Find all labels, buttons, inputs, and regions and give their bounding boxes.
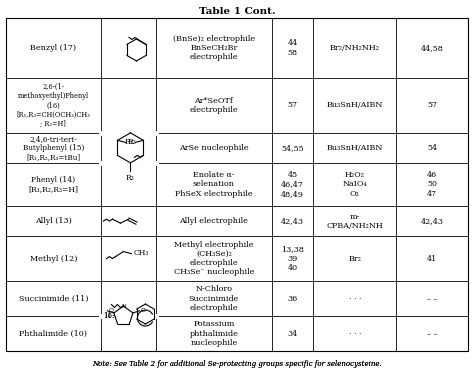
Text: 34: 34 bbox=[287, 329, 298, 338]
Text: R₁: R₁ bbox=[125, 138, 133, 146]
Text: Benzyl (17): Benzyl (17) bbox=[30, 44, 76, 52]
Text: Allyl (13): Allyl (13) bbox=[35, 217, 72, 225]
Text: Note: See Table 2 for additional Se-protecting groups specific for selenocystein: Note: See Table 2 for additional Se-prot… bbox=[92, 360, 382, 368]
Text: Methyl electrophile
(CH₃Se)₂
electrophile
CH₃Se⁻ nucleophile: Methyl electrophile (CH₃Se)₂ electrophil… bbox=[173, 241, 254, 276]
Text: Methyl (12): Methyl (12) bbox=[29, 255, 77, 263]
Text: 54,55: 54,55 bbox=[281, 144, 304, 152]
Text: 2,4,6-tri-tert-
Butylphenyl (15)
[R₁,R₂,R₃=tBu]: 2,4,6-tri-tert- Butylphenyl (15) [R₁,R₂,… bbox=[23, 135, 84, 161]
Text: 57: 57 bbox=[287, 101, 298, 109]
Text: Potassium
phthalimide
nucleophile: Potassium phthalimide nucleophile bbox=[190, 320, 238, 347]
Text: 11:: 11: bbox=[103, 312, 114, 320]
Text: m-
CPBA/NH₂NH: m- CPBA/NH₂NH bbox=[327, 213, 383, 230]
Text: H₂O₂
NaIO₄
O₃: H₂O₂ NaIO₄ O₃ bbox=[343, 171, 367, 198]
Text: O: O bbox=[108, 308, 113, 313]
Text: · · ·: · · · bbox=[348, 329, 361, 338]
Text: (BnSe)₂ electrophile
BnSeCH₂Br
electrophile: (BnSe)₂ electrophile BnSeCH₂Br electroph… bbox=[173, 35, 255, 61]
Text: N-Chloro
Succinimide
electrophile: N-Chloro Succinimide electrophile bbox=[189, 285, 239, 312]
Text: Bu₃SnH/AIBN: Bu₃SnH/AIBN bbox=[327, 101, 383, 109]
Text: Br₂: Br₂ bbox=[348, 255, 361, 263]
Text: 42,43: 42,43 bbox=[281, 217, 304, 225]
Text: Phthalimide (10): Phthalimide (10) bbox=[19, 329, 87, 338]
Text: 57: 57 bbox=[427, 101, 437, 109]
Text: Enolate α-
selenation
PhSeX electrophile: Enolate α- selenation PhSeX electrophile bbox=[175, 171, 253, 198]
Text: 46
50
47: 46 50 47 bbox=[427, 171, 438, 198]
Text: 41: 41 bbox=[427, 255, 438, 263]
Text: R₂: R₂ bbox=[128, 138, 136, 146]
Text: ArSe nucleophile: ArSe nucleophile bbox=[179, 144, 249, 152]
Text: 44,58: 44,58 bbox=[421, 44, 444, 52]
Text: 36: 36 bbox=[287, 295, 298, 303]
Text: CH₃: CH₃ bbox=[133, 248, 149, 257]
Text: 13,38
39
40: 13,38 39 40 bbox=[281, 245, 304, 272]
Text: 42,43: 42,43 bbox=[421, 217, 444, 225]
Text: R₃: R₃ bbox=[126, 174, 135, 182]
Text: 10:: 10: bbox=[103, 312, 114, 320]
Text: 2,6-(1-
methoxyethyl)Phenyl
(16)
[R₁,R₃=CH(OCH₃)CH₃
; R₂=H]: 2,6-(1- methoxyethyl)Phenyl (16) [R₁,R₃=… bbox=[17, 83, 90, 128]
Text: Br₂/NH₂NH₂: Br₂/NH₂NH₂ bbox=[330, 44, 380, 52]
Text: 44
58: 44 58 bbox=[287, 40, 298, 57]
Text: N: N bbox=[121, 304, 126, 308]
Text: Ar*SeOTf
electrophile: Ar*SeOTf electrophile bbox=[190, 97, 238, 114]
Text: 45
46,47
48,49: 45 46,47 48,49 bbox=[281, 171, 304, 198]
Text: Note: See Table 2 for additional Se-protecting groups specific for selenocystein: Note: See Table 2 for additional Se-prot… bbox=[92, 360, 382, 368]
Text: Succinimide (11): Succinimide (11) bbox=[18, 295, 88, 303]
Text: Allyl electrophile: Allyl electrophile bbox=[180, 217, 248, 225]
Text: Phenyl (14)
[R₁,R₂,R₃=H]: Phenyl (14) [R₁,R₂,R₃=H] bbox=[28, 176, 78, 193]
Text: Bu₃SnH/AIBN: Bu₃SnH/AIBN bbox=[327, 144, 383, 152]
Text: · · ·: · · · bbox=[348, 295, 361, 303]
Text: – –: – – bbox=[427, 329, 438, 338]
Text: 54: 54 bbox=[427, 144, 437, 152]
Text: O: O bbox=[141, 308, 146, 313]
Text: – –: – – bbox=[427, 295, 438, 303]
Text: Table 1 Cont.: Table 1 Cont. bbox=[199, 6, 275, 16]
